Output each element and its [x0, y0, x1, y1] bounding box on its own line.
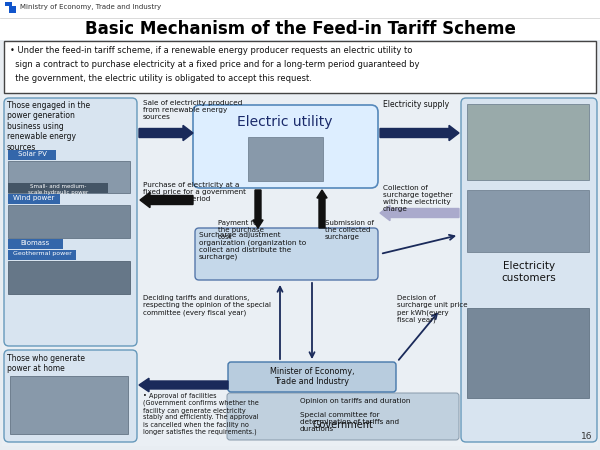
- Text: Surcharge adjustment
organization (organization to
collect and distribute the
su: Surcharge adjustment organization (organ…: [199, 232, 306, 260]
- Text: Electric utility: Electric utility: [237, 115, 333, 129]
- Bar: [8, 161, 130, 193]
- Text: Electricity
customers: Electricity customers: [502, 261, 556, 283]
- FancyArrow shape: [380, 126, 459, 141]
- Bar: [5, 6, 9, 10]
- Text: Electricity supply: Electricity supply: [383, 100, 449, 109]
- FancyBboxPatch shape: [4, 350, 137, 442]
- Text: Sale of electricity produced
from renewable energy
sources: Sale of electricity produced from renewa…: [143, 100, 242, 120]
- FancyArrow shape: [253, 190, 263, 228]
- Text: sign a contract to purchase electricity at a fixed price and for a long-term per: sign a contract to purchase electricity …: [10, 60, 419, 69]
- Bar: [8, 150, 56, 160]
- Text: Basic Mechanism of the Feed-in Tariff Scheme: Basic Mechanism of the Feed-in Tariff Sc…: [85, 20, 515, 38]
- FancyArrow shape: [140, 192, 193, 207]
- Bar: [467, 190, 589, 252]
- FancyArrow shape: [317, 190, 327, 228]
- Text: Solar PV: Solar PV: [17, 151, 46, 157]
- Text: • Approval of facilities
(Government confirms whether the
facility can generate : • Approval of facilities (Government con…: [143, 393, 259, 435]
- Bar: [10, 376, 128, 434]
- Bar: [2, 95, 598, 446]
- Text: Those who generate
power at home: Those who generate power at home: [7, 354, 85, 374]
- Text: Deciding tariffs and durations,
respecting the opinion of the special
committee : Deciding tariffs and durations, respecti…: [143, 295, 271, 315]
- Bar: [8, 250, 76, 260]
- Text: Biomass: Biomass: [20, 240, 50, 246]
- Text: the government, the electric utility is obligated to accept this request.: the government, the electric utility is …: [10, 74, 312, 83]
- Text: Minister of Economy,
Trade and Industry: Minister of Economy, Trade and Industry: [270, 367, 354, 387]
- Text: Government: Government: [313, 420, 373, 430]
- FancyBboxPatch shape: [461, 98, 597, 442]
- Text: Small- and medium-
scale hydraulic power: Small- and medium- scale hydraulic power: [28, 184, 88, 195]
- Bar: [5, 2, 12, 9]
- Bar: [467, 104, 589, 180]
- Bar: [8, 261, 130, 294]
- Bar: [0, 18, 600, 40]
- Text: Decision of
surcharge unit price
per kWh(every
fiscal year): Decision of surcharge unit price per kWh…: [397, 295, 467, 323]
- Text: 16: 16: [581, 432, 592, 441]
- Bar: [8, 194, 60, 204]
- Text: Wind power: Wind power: [13, 195, 55, 201]
- Text: • Under the feed-in tariff scheme, if a renewable energy producer requests an el: • Under the feed-in tariff scheme, if a …: [10, 46, 412, 55]
- Bar: [248, 137, 323, 181]
- FancyArrow shape: [139, 126, 193, 141]
- FancyArrow shape: [139, 378, 228, 392]
- Bar: [0, 0, 600, 20]
- Text: Payment for
the purchase
cost: Payment for the purchase cost: [218, 220, 264, 240]
- Text: Submission of
the collected
surcharge: Submission of the collected surcharge: [325, 220, 374, 240]
- FancyBboxPatch shape: [4, 98, 137, 346]
- FancyBboxPatch shape: [228, 362, 396, 392]
- Bar: [8, 205, 130, 238]
- Bar: [8, 183, 108, 193]
- FancyBboxPatch shape: [195, 228, 378, 280]
- Text: Those engaged in the
power generation
business using
renewable energy
sources: Those engaged in the power generation bu…: [7, 101, 90, 152]
- Text: Ministry of Economy, Trade and Industry: Ministry of Economy, Trade and Industry: [20, 4, 161, 10]
- Text: Collection of
surcharge together
with the electricity
charge: Collection of surcharge together with th…: [383, 185, 452, 212]
- Text: Geothermal power: Geothermal power: [13, 251, 71, 256]
- Text: Opinion on tariffs and duration: Opinion on tariffs and duration: [300, 398, 410, 404]
- Bar: [8, 239, 63, 249]
- FancyBboxPatch shape: [193, 105, 378, 188]
- Text: Purchase of electricity at a
fixed price for a government
guaranteed period: Purchase of electricity at a fixed price…: [143, 182, 246, 202]
- Bar: [467, 308, 589, 398]
- Bar: [4, 41, 596, 93]
- Bar: [9, 6, 16, 13]
- FancyArrow shape: [380, 205, 459, 220]
- Text: Special committee for
determination of tariffs and
durations: Special committee for determination of t…: [300, 412, 399, 432]
- FancyBboxPatch shape: [227, 393, 459, 440]
